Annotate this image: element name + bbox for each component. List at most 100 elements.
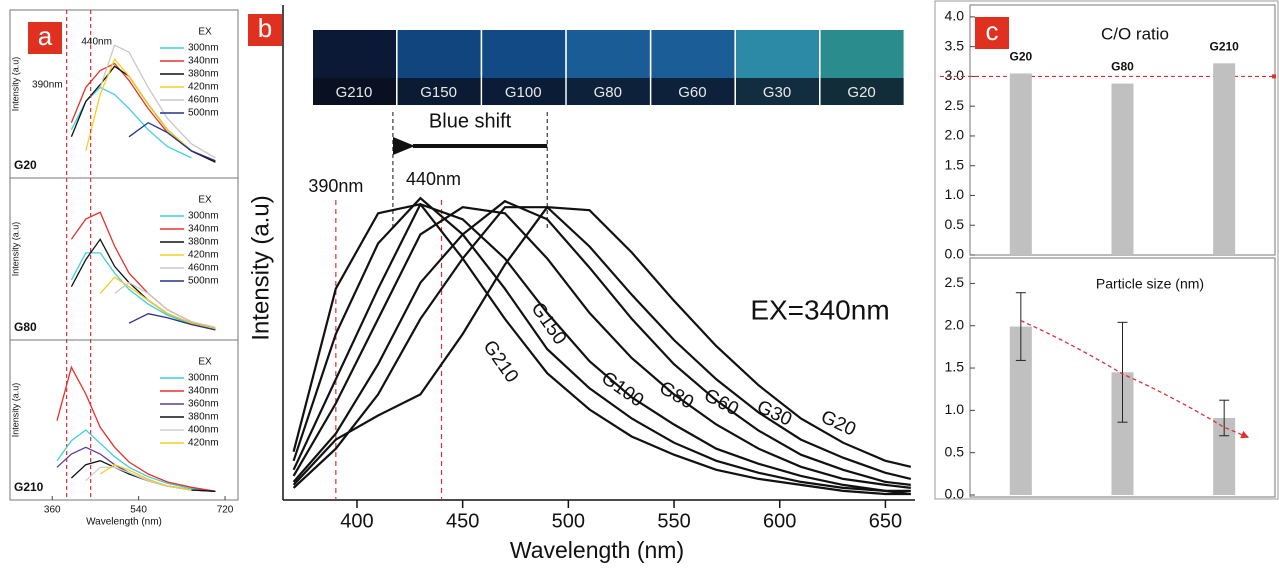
legend-label: 500nm [188,108,219,119]
y-tick-label: 1.0 [945,401,965,417]
panel-label: a [38,21,53,51]
legend-label: 340nm [188,56,219,67]
y-tick-label: 2.0 [945,127,965,143]
reference-end [1272,74,1276,79]
x-axis-label: Wavelength (nm) [86,517,162,528]
curve-label: G80 [655,378,697,414]
subplot-frame [9,339,239,501]
y-tick-label: 3.5 [945,37,965,53]
spectrum-line [128,313,216,331]
spectrum-line [292,196,911,496]
spectrum-line [292,199,911,486]
legend-label: 360nm [188,399,219,410]
y-tick-label: 1.5 [945,156,965,172]
photo-label: G150 [420,84,457,101]
y-axis-label: Intensity (a.u) [247,195,274,340]
y-tick-label: 2.0 [945,316,965,332]
panel-label: c [986,16,999,46]
spectrum-line [114,281,216,328]
spectrum-line [99,463,192,491]
x-axis-label: Wavelength (nm) [510,537,684,563]
bar [1111,83,1134,255]
photo-label: G80 [594,84,622,101]
y-tick-label: 0.0 [945,486,965,502]
spectrum-line [292,202,911,492]
trend-line [1020,320,1250,439]
bar [1009,73,1032,255]
photo-label: G210 [336,84,373,101]
curve-label: G210 [478,337,522,387]
y-tick-label: 3.0 [945,67,965,83]
legend-label: 300nm [188,211,219,222]
subplot-title: G210 [14,480,44,494]
legend-title: EX [198,357,212,368]
legend-label: 380nm [188,69,219,80]
photo-tile-base [397,78,481,105]
y-tick-label: 2.5 [945,97,965,113]
bar [1213,63,1236,256]
legend-label: 460nm [188,263,219,274]
legend-label: 400nm [188,425,219,436]
photo-label: G100 [505,84,542,101]
x-tick-label: 400 [340,510,373,532]
category-label: G210 [1209,40,1239,54]
x-tick-label: 360 [44,505,61,516]
category-label: G20 [1009,50,1032,64]
y-axis-label: Intensity (a.u) [10,222,20,277]
spectrum-line [292,206,912,486]
spectrum-line [292,202,911,496]
curve-label: G20 [817,406,858,440]
legend-label: 460nm [188,95,219,106]
legend-label: 380nm [188,412,219,423]
y-tick-label: 1.5 [945,359,965,375]
x-tick-label: 720 [217,505,234,516]
legend-label: 420nm [188,250,219,261]
reference-label: 440nm [81,37,112,48]
legend-label: 300nm [188,373,219,384]
bar [1009,326,1032,495]
legend-label: 340nm [188,386,219,397]
spectrum-line [292,206,912,489]
subplot-title: G80 [14,320,37,334]
x-tick-label: 600 [763,510,796,532]
legend-label: 380nm [188,237,219,248]
panel-badge [28,22,62,54]
photo-label: G30 [763,84,791,101]
legend-title: EX [198,27,212,38]
legend-label: 420nm [188,82,219,93]
spectrum-line [56,365,216,492]
panel-frame [934,0,1279,500]
bar [1111,372,1134,495]
spectrum-line [128,121,216,162]
legend-label: 300nm [188,43,219,54]
legend-title: EX [198,195,212,206]
legend-label: 420nm [188,438,219,449]
reference-label: 440nm [406,169,461,189]
photo-tile-base [736,78,819,105]
photo-tile-base [566,78,650,105]
panel-label: b [258,13,272,43]
legend-label: 340nm [188,224,219,235]
subplot-title: G20 [14,158,37,172]
y-tick-label: 2.5 [945,274,965,290]
y-tick-label: 0.5 [945,443,965,459]
photo-tile-base [820,78,904,105]
y-tick-label: 1.0 [945,186,965,202]
photo-tile-base [313,78,396,105]
chart-title: Particle size (nm) [1096,276,1204,292]
shift-label: Blue shift [429,110,512,132]
y-tick-label: 0.0 [945,246,965,262]
x-tick-label: 500 [552,510,585,532]
panel-badge [975,17,1009,49]
spectrum-line [85,466,192,491]
chart-title: C/O ratio [1101,24,1169,43]
x-tick-label: 550 [657,510,690,532]
reference-label: 390nm [308,176,363,196]
photo-label: G60 [678,84,706,101]
y-tick-label: 0.5 [945,216,965,232]
curve-label: G150 [526,299,570,349]
spectrum-line [56,429,216,492]
curve-label: G30 [753,396,794,430]
